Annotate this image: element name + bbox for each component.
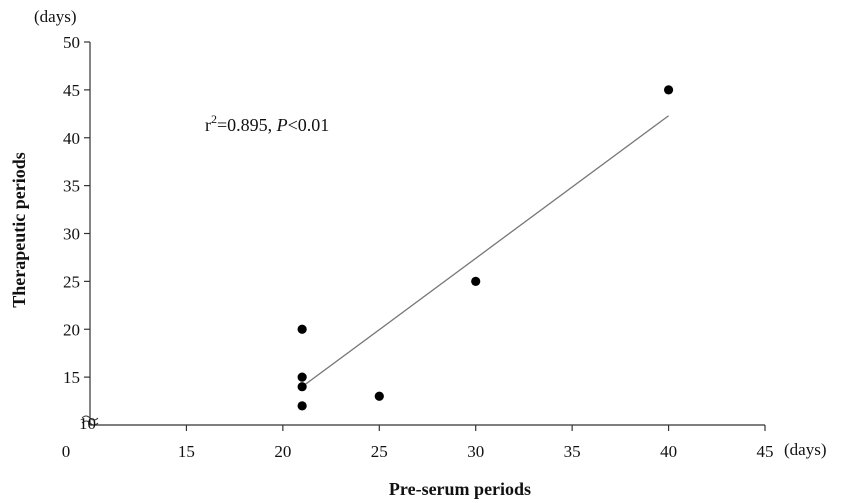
y-axis-ticks: 15 20 25 30 35 40 45 50 10	[63, 33, 96, 433]
annotation-superscript: 2	[211, 112, 217, 126]
data-point	[374, 391, 384, 401]
annotation-r: r	[205, 115, 211, 135]
y-tick-label: 40	[63, 129, 80, 148]
x-tick-label: 30	[467, 442, 484, 461]
axis-break-mark	[81, 415, 99, 426]
x-axis-unit: (days)	[784, 440, 826, 459]
x-tick-label: 45	[757, 442, 774, 461]
data-point	[297, 401, 307, 411]
y-tick-label: 45	[63, 81, 80, 100]
data-point	[471, 276, 481, 286]
data-point	[297, 324, 307, 334]
y-axis-title: Therapeutic periods	[9, 152, 29, 308]
annotation-p-value: <0.01	[288, 115, 330, 135]
x-tick-label: 15	[178, 442, 195, 461]
y-tick-label: 15	[63, 368, 80, 387]
y-tick-label: 50	[63, 33, 80, 52]
y-tick-label: 35	[63, 177, 80, 196]
x-axis-title: Pre-serum periods	[389, 479, 531, 499]
y-tick-label: 25	[63, 272, 80, 291]
y-origin-label: 10	[79, 414, 96, 433]
data-point	[297, 382, 307, 392]
annotation-value: =0.895,	[217, 115, 277, 135]
axis-break-wave	[81, 415, 99, 421]
x-tick-label: 20	[274, 442, 291, 461]
axis-break-wave	[81, 420, 99, 426]
x-tick-label: 25	[371, 442, 388, 461]
data-point	[663, 85, 674, 95]
x-axis-ticks: 0 15 20 25 30 35 40 45	[62, 425, 774, 461]
data-point	[297, 372, 307, 382]
y-axis-unit: (days)	[34, 7, 76, 26]
trendline	[301, 115, 669, 388]
regression-annotation: r2=0.895, P<0.01	[205, 112, 329, 135]
x-tick-label: 0	[62, 442, 71, 461]
y-tick-label: 20	[63, 320, 80, 339]
y-tick-label: 30	[63, 225, 80, 244]
x-tick-label: 40	[660, 442, 677, 461]
data-points	[297, 85, 674, 411]
x-tick-label: 35	[564, 442, 581, 461]
annotation-p: P	[276, 115, 288, 135]
